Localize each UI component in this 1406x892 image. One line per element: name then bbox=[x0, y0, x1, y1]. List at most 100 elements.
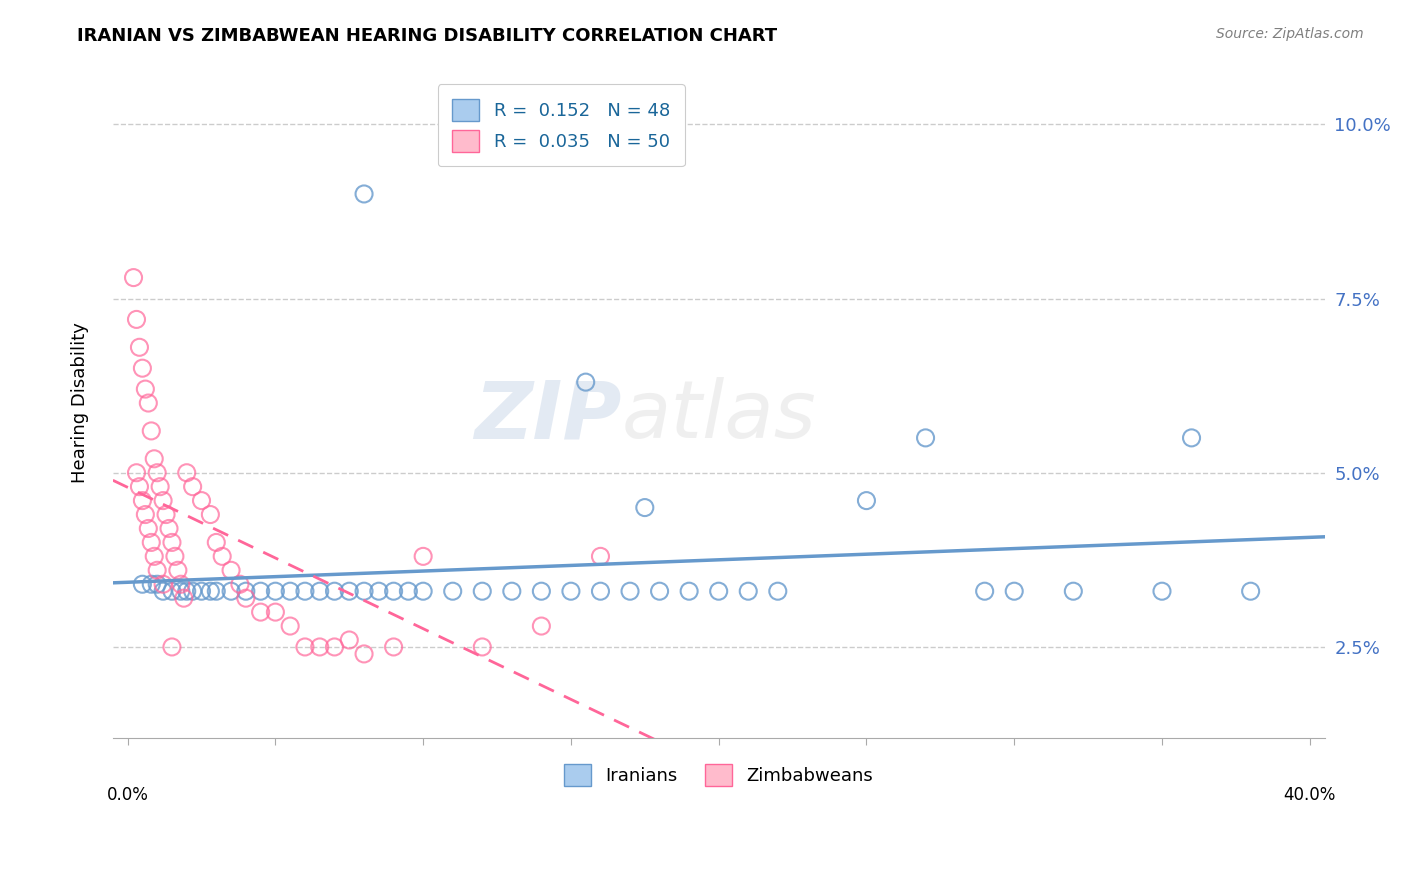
Point bbox=[219, 584, 242, 599]
Point bbox=[170, 584, 193, 599]
Point bbox=[122, 270, 145, 285]
Point bbox=[353, 647, 375, 661]
Point bbox=[589, 584, 612, 599]
Point bbox=[235, 584, 257, 599]
Point bbox=[501, 584, 523, 599]
Text: ZIP: ZIP bbox=[474, 377, 621, 456]
Point bbox=[141, 577, 163, 591]
Point bbox=[163, 549, 186, 564]
Point bbox=[146, 563, 169, 577]
Point bbox=[125, 466, 148, 480]
Point bbox=[264, 584, 287, 599]
Point bbox=[367, 584, 389, 599]
Point bbox=[181, 480, 204, 494]
Point bbox=[530, 619, 553, 633]
Point bbox=[308, 640, 330, 654]
Point bbox=[575, 375, 598, 389]
Point bbox=[412, 584, 434, 599]
Point bbox=[181, 584, 204, 599]
Point bbox=[152, 577, 174, 591]
Point bbox=[200, 584, 222, 599]
Point bbox=[1150, 584, 1173, 599]
Point bbox=[155, 508, 177, 522]
Point bbox=[634, 500, 657, 515]
Point bbox=[160, 640, 183, 654]
Point bbox=[619, 584, 641, 599]
Point bbox=[396, 584, 419, 599]
Point bbox=[323, 584, 346, 599]
Point bbox=[1240, 584, 1263, 599]
Point bbox=[143, 451, 166, 466]
Point bbox=[190, 584, 212, 599]
Point bbox=[1062, 584, 1084, 599]
Point bbox=[973, 584, 995, 599]
Point bbox=[205, 584, 228, 599]
Text: IRANIAN VS ZIMBABWEAN HEARING DISABILITY CORRELATION CHART: IRANIAN VS ZIMBABWEAN HEARING DISABILITY… bbox=[77, 27, 778, 45]
Point bbox=[249, 584, 271, 599]
Point bbox=[1180, 431, 1202, 445]
Point bbox=[152, 584, 174, 599]
Point bbox=[176, 584, 198, 599]
Point bbox=[353, 186, 375, 201]
Point bbox=[471, 584, 494, 599]
Point bbox=[308, 584, 330, 599]
Point bbox=[648, 584, 671, 599]
Point bbox=[278, 619, 301, 633]
Point bbox=[737, 584, 759, 599]
Point bbox=[136, 521, 159, 535]
Point bbox=[264, 605, 287, 619]
Point bbox=[128, 480, 150, 494]
Point bbox=[205, 535, 228, 549]
Point bbox=[131, 577, 153, 591]
Legend: Iranians, Zimbabweans: Iranians, Zimbabweans bbox=[555, 756, 883, 796]
Point bbox=[560, 584, 582, 599]
Point bbox=[441, 584, 464, 599]
Text: Source: ZipAtlas.com: Source: ZipAtlas.com bbox=[1216, 27, 1364, 41]
Point bbox=[190, 493, 212, 508]
Point bbox=[278, 584, 301, 599]
Point bbox=[337, 632, 360, 647]
Point bbox=[323, 640, 346, 654]
Point bbox=[382, 584, 405, 599]
Point bbox=[678, 584, 700, 599]
Point bbox=[131, 493, 153, 508]
Point bbox=[146, 577, 169, 591]
Point bbox=[249, 605, 271, 619]
Point bbox=[337, 584, 360, 599]
Point bbox=[167, 563, 190, 577]
Point bbox=[211, 549, 233, 564]
Point bbox=[200, 508, 222, 522]
Point bbox=[143, 549, 166, 564]
Point bbox=[157, 521, 180, 535]
Point bbox=[353, 584, 375, 599]
Point bbox=[219, 563, 242, 577]
Point bbox=[855, 493, 877, 508]
Point bbox=[146, 466, 169, 480]
Y-axis label: Hearing Disability: Hearing Disability bbox=[72, 323, 89, 483]
Point bbox=[294, 584, 316, 599]
Point bbox=[160, 584, 183, 599]
Point bbox=[141, 535, 163, 549]
Point bbox=[471, 640, 494, 654]
Point bbox=[229, 577, 252, 591]
Point bbox=[152, 493, 174, 508]
Point bbox=[766, 584, 789, 599]
Point bbox=[1002, 584, 1025, 599]
Point bbox=[530, 584, 553, 599]
Point bbox=[707, 584, 730, 599]
Point bbox=[914, 431, 936, 445]
Text: atlas: atlas bbox=[621, 377, 817, 456]
Point bbox=[136, 396, 159, 410]
Point bbox=[176, 466, 198, 480]
Point bbox=[294, 640, 316, 654]
Point bbox=[173, 591, 195, 606]
Point bbox=[128, 340, 150, 354]
Point bbox=[160, 535, 183, 549]
Point bbox=[235, 591, 257, 606]
Point bbox=[412, 549, 434, 564]
Text: 40.0%: 40.0% bbox=[1284, 787, 1336, 805]
Point bbox=[149, 480, 172, 494]
Point bbox=[589, 549, 612, 564]
Point bbox=[134, 382, 156, 396]
Text: 0.0%: 0.0% bbox=[107, 787, 149, 805]
